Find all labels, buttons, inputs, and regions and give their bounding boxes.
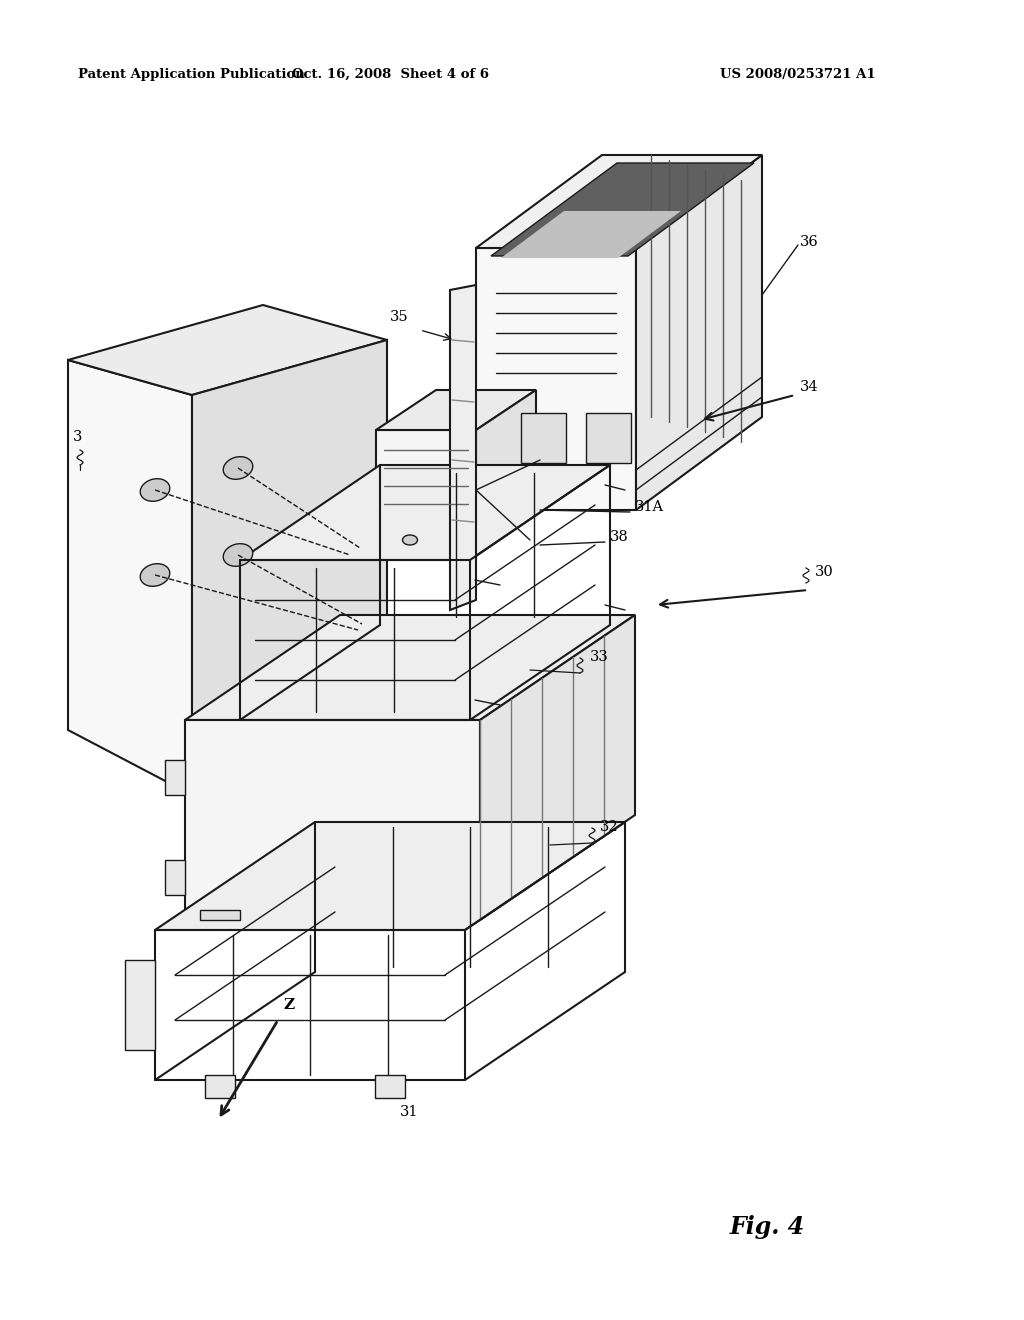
Polygon shape	[501, 211, 681, 257]
Polygon shape	[376, 389, 536, 430]
Polygon shape	[490, 162, 754, 256]
Ellipse shape	[223, 544, 253, 566]
Polygon shape	[185, 615, 635, 719]
Polygon shape	[476, 389, 536, 520]
Text: 38: 38	[610, 531, 629, 544]
Polygon shape	[68, 305, 387, 395]
Polygon shape	[125, 960, 155, 1049]
Polygon shape	[240, 465, 610, 560]
Ellipse shape	[402, 535, 418, 545]
Polygon shape	[450, 285, 476, 610]
Text: US 2008/0253721 A1: US 2008/0253721 A1	[720, 69, 876, 81]
Text: Z: Z	[283, 998, 294, 1012]
Text: 30: 30	[815, 565, 834, 579]
Text: Oct. 16, 2008  Sheet 4 of 6: Oct. 16, 2008 Sheet 4 of 6	[292, 69, 488, 81]
Polygon shape	[165, 861, 185, 895]
Text: Patent Application Publication: Patent Application Publication	[78, 69, 305, 81]
Text: 36: 36	[800, 235, 819, 249]
Polygon shape	[521, 413, 566, 463]
Text: 31: 31	[400, 1105, 419, 1119]
Polygon shape	[476, 154, 762, 248]
Polygon shape	[68, 360, 193, 795]
Text: 33: 33	[590, 649, 608, 664]
Ellipse shape	[223, 457, 253, 479]
Ellipse shape	[140, 564, 170, 586]
Polygon shape	[375, 1074, 406, 1098]
Polygon shape	[155, 822, 625, 931]
Polygon shape	[476, 248, 636, 510]
Text: 3: 3	[73, 430, 82, 444]
Polygon shape	[205, 1074, 234, 1098]
Polygon shape	[376, 430, 476, 520]
Polygon shape	[165, 760, 185, 795]
Polygon shape	[193, 341, 387, 795]
Text: 34: 34	[800, 380, 818, 393]
Text: Fig. 4: Fig. 4	[730, 1214, 805, 1239]
Polygon shape	[586, 413, 631, 463]
Polygon shape	[185, 719, 480, 920]
Text: 32: 32	[600, 820, 618, 834]
Polygon shape	[480, 615, 635, 920]
Ellipse shape	[140, 479, 170, 502]
Polygon shape	[200, 909, 240, 920]
Polygon shape	[636, 154, 762, 510]
Text: 35: 35	[390, 310, 409, 323]
Text: 31A: 31A	[635, 500, 665, 513]
